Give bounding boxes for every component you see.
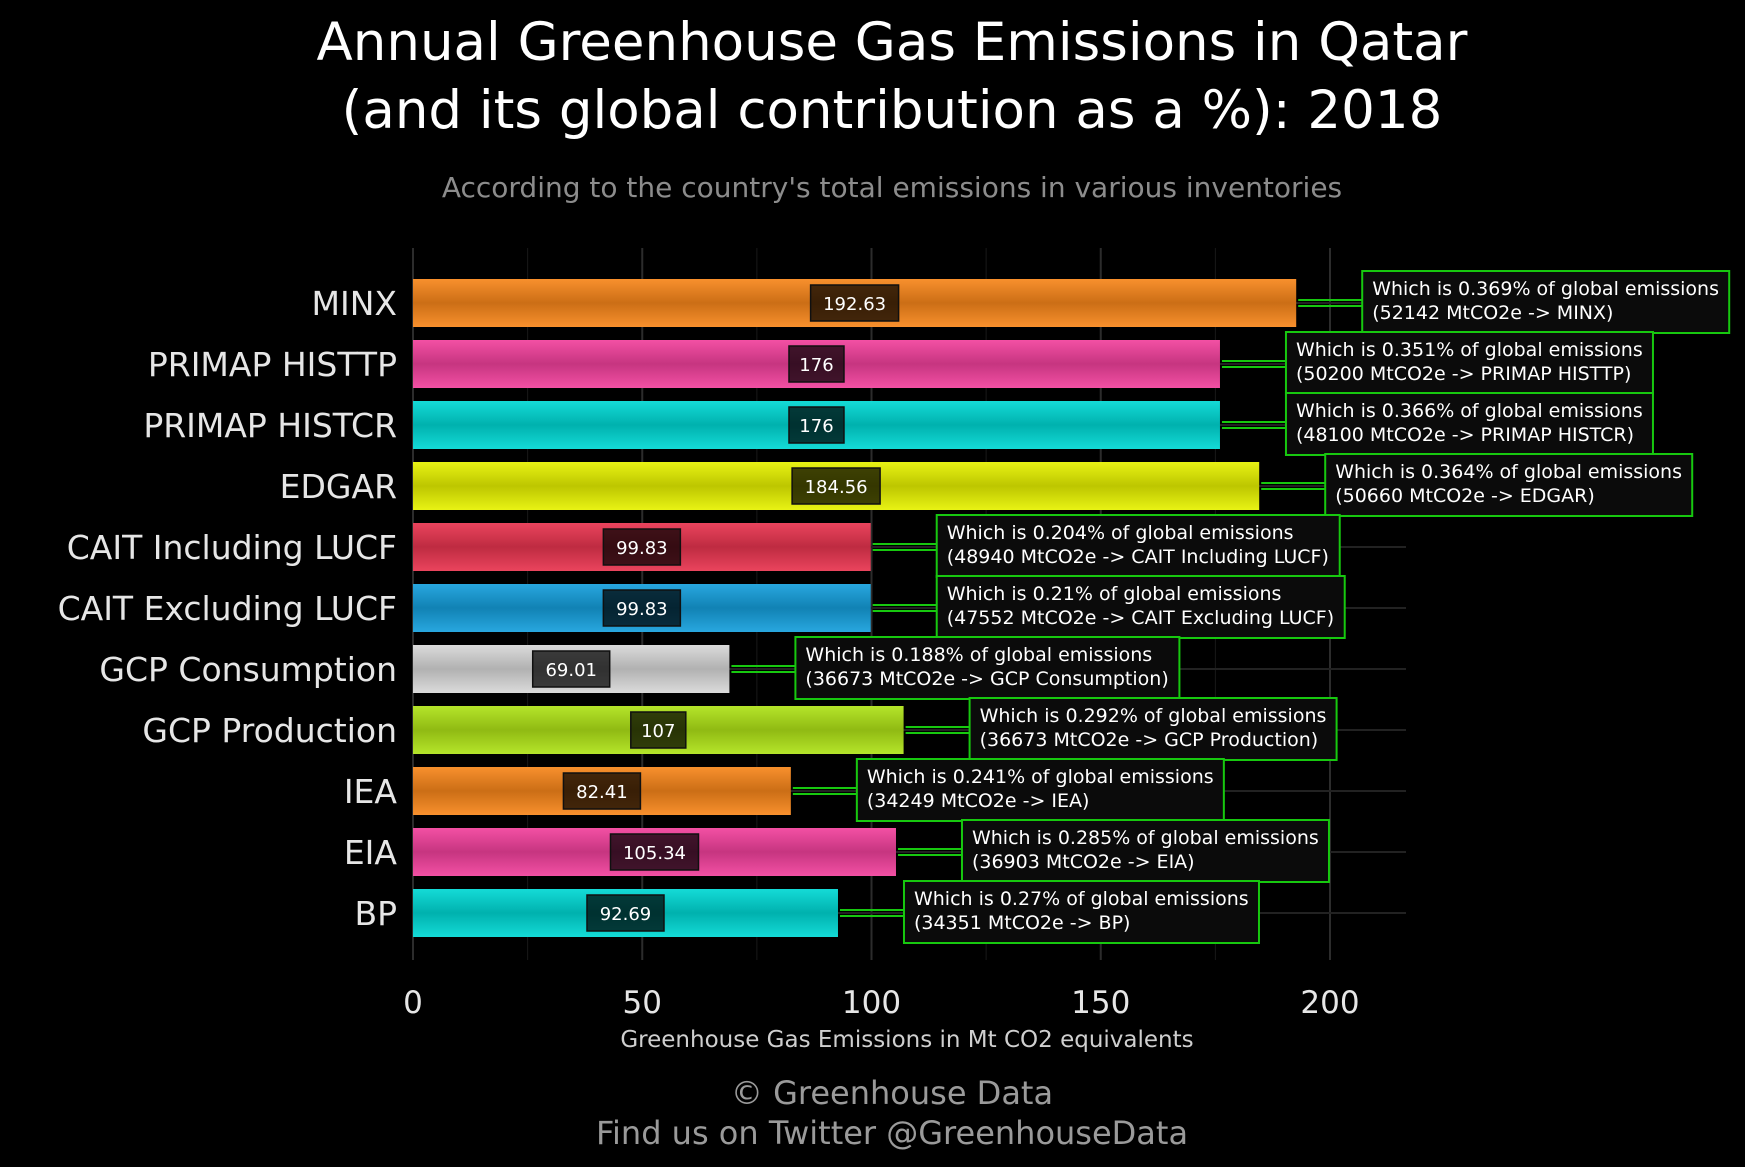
category-label: MINX (312, 284, 398, 323)
annotation-line2: (47552 MtCO2e -> CAIT Excluding LUCF) (947, 607, 1334, 629)
category-label: CAIT Including LUCF (67, 528, 397, 567)
value-label: 82.41 (576, 782, 628, 803)
annotation-box (1284, 392, 1654, 456)
value-label: 99.83 (616, 538, 668, 559)
annotation-box (1284, 331, 1654, 395)
value-label-box (562, 772, 642, 810)
annotation-line1: Which is 0.27% of global emissions (914, 888, 1249, 910)
x-tick-label: 150 (1071, 985, 1130, 1021)
axes: 0 50 100 150 200 MINX PRIMAP HISTTP PRIMAP HIST… (58, 284, 1360, 1021)
value-label-box (609, 833, 700, 871)
value-label: 92.69 (600, 904, 652, 925)
annotation-line2: (50660 MtCO2e -> EDGAR) (1335, 485, 1595, 507)
value-label-box (531, 650, 611, 688)
annotation-line2: (34351 MtCO2e -> BP) (914, 912, 1131, 934)
value-label: 107 (641, 721, 675, 742)
annotation-line2: (50200 MtCO2e -> PRIMAP HISTTP) (1296, 363, 1631, 385)
annotation-box (902, 880, 1260, 944)
annotation-line2: (48940 MtCO2e -> CAIT Including LUCF) (947, 546, 1329, 568)
category-label: BP (354, 894, 397, 933)
annotation-line2: (34249 MtCO2e -> IEA) (867, 790, 1090, 812)
value-label-box (630, 711, 687, 749)
annotation-line1: Which is 0.21% of global emissions (947, 583, 1282, 605)
footer-twitter: Find us on Twitter @GreenhouseData (596, 1114, 1188, 1152)
x-tick-label: 0 (403, 985, 423, 1021)
chart-subtitle: According to the country's total emissio… (442, 171, 1342, 204)
annotation-line1: Which is 0.292% of global emissions (980, 705, 1327, 727)
value-label: 176 (799, 416, 833, 437)
value-label-box (586, 894, 665, 932)
annotation-line2: (36673 MtCO2e -> GCP Consumption) (805, 668, 1168, 690)
value-label: 176 (799, 355, 833, 376)
category-label: IEA (344, 772, 398, 811)
category-label: GCP Consumption (99, 650, 397, 689)
annotation-line2: (36673 MtCO2e -> GCP Production) (980, 729, 1319, 751)
value-label: 184.56 (805, 477, 868, 498)
value-label-box (602, 589, 682, 627)
annotation-box (960, 819, 1330, 883)
value-label-box (791, 467, 881, 505)
value-label-box (809, 284, 900, 322)
annotation-box (968, 697, 1338, 761)
value-label: 99.83 (616, 599, 668, 620)
value-label-box (788, 345, 845, 383)
annotation-line1: Which is 0.351% of global emissions (1296, 339, 1643, 361)
annotation-line2: (52142 MtCO2e -> MINX) (1372, 302, 1613, 324)
value-label-box (602, 528, 682, 566)
annotation-box (1324, 453, 1694, 517)
value-label: 192.63 (823, 294, 886, 315)
category-label: PRIMAP HISTTP (148, 345, 397, 384)
x-axis-label: Greenhouse Gas Emissions in Mt CO2 equiv… (620, 1027, 1193, 1053)
category-label: EIA (344, 833, 398, 872)
value-label: 105.34 (623, 843, 686, 864)
x-tick-label: 100 (842, 985, 901, 1021)
footer-copyright: © Greenhouse Data (731, 1074, 1053, 1112)
value-label: 69.01 (545, 660, 597, 681)
annotation-line1: Which is 0.369% of global emissions (1372, 278, 1719, 300)
annotation-box (1361, 270, 1731, 334)
annotation-box (935, 575, 1346, 639)
annotation-line1: Which is 0.188% of global emissions (805, 644, 1152, 666)
x-tick-label: 50 (623, 985, 662, 1021)
annotations: Which is 0.369% of global emissions(5214… (731, 270, 1731, 944)
category-label: EDGAR (280, 467, 397, 506)
bars: 192.63 176 176 184.56 99.83 99.83 69.01 107 82.4… (413, 279, 1297, 937)
annotation-line1: Which is 0.366% of global emissions (1296, 400, 1643, 422)
annotation-line2: (48100 MtCO2e -> PRIMAP HISTCR) (1296, 424, 1634, 446)
annotation-line1: Which is 0.241% of global emissions (867, 766, 1214, 788)
chart-title-line1: Annual Greenhouse Gas Emissions in Qatar (317, 12, 1468, 73)
annotation-box (935, 514, 1341, 578)
annotation-line1: Which is 0.364% of global emissions (1335, 461, 1682, 483)
annotation-line1: Which is 0.285% of global emissions (972, 827, 1319, 849)
category-label: GCP Production (142, 711, 397, 750)
annotation-line2: (36903 MtCO2e -> EIA) (972, 851, 1195, 873)
annotation-line1: Which is 0.204% of global emissions (947, 522, 1294, 544)
value-label-box (788, 406, 845, 444)
annotation-box (794, 636, 1181, 700)
category-label: CAIT Excluding LUCF (58, 589, 397, 628)
x-tick-label: 200 (1300, 985, 1359, 1021)
category-label: PRIMAP HISTCR (143, 406, 397, 445)
chart-title-line2: (and its global contribution as a %): 20… (342, 80, 1443, 141)
